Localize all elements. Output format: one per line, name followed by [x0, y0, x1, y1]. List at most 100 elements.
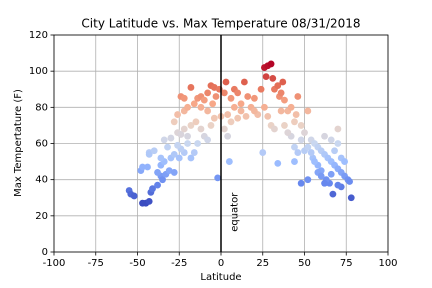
point	[170, 169, 178, 176]
point	[294, 93, 302, 100]
point	[291, 158, 298, 165]
point	[251, 107, 258, 115]
x-tick-label: -50	[129, 258, 145, 269]
point	[287, 103, 295, 111]
point	[224, 132, 232, 140]
point	[145, 197, 153, 205]
point	[139, 163, 146, 171]
point	[334, 125, 342, 133]
point	[187, 122, 195, 129]
y-tick-label: 100	[29, 66, 48, 77]
point	[292, 111, 300, 118]
point	[244, 93, 252, 100]
point	[194, 140, 202, 147]
plot-frame	[53, 34, 389, 253]
point	[237, 100, 245, 108]
point	[174, 141, 181, 149]
x-tick-label: 100	[378, 258, 397, 269]
chart-title: City Latitude vs. Max Temperature 08/31/…	[81, 17, 360, 31]
point	[321, 132, 328, 140]
point	[220, 125, 228, 133]
point	[317, 172, 325, 180]
point	[242, 112, 250, 120]
point	[164, 143, 171, 151]
x-tick-label: 75	[340, 258, 353, 269]
y-tick-label: 40	[35, 175, 48, 186]
point	[294, 149, 302, 156]
point	[307, 149, 315, 156]
point	[204, 136, 212, 144]
point	[145, 150, 153, 158]
point	[234, 114, 242, 122]
point	[259, 149, 267, 156]
x-tick-label: -100	[43, 258, 66, 269]
point	[197, 103, 205, 111]
point	[220, 89, 228, 97]
point	[225, 158, 233, 165]
point	[279, 78, 287, 86]
point	[327, 170, 335, 178]
x-tick-label: -75	[88, 258, 104, 269]
point	[251, 94, 258, 102]
point	[234, 89, 242, 97]
point	[224, 111, 232, 118]
point	[230, 103, 238, 111]
point	[267, 60, 275, 68]
point	[274, 82, 282, 90]
x-tick-label: 50	[298, 258, 311, 269]
point	[222, 78, 230, 86]
x-tick-label: 25	[256, 258, 269, 269]
point	[297, 136, 305, 144]
point	[204, 107, 212, 115]
point	[321, 179, 328, 187]
point	[184, 140, 192, 147]
point	[190, 149, 198, 156]
point	[197, 125, 205, 133]
point	[304, 107, 312, 115]
point	[261, 103, 268, 111]
point	[227, 94, 235, 102]
point	[281, 96, 288, 104]
point	[190, 100, 198, 108]
point	[159, 176, 166, 184]
point	[240, 78, 248, 86]
point	[154, 169, 161, 176]
point	[204, 89, 212, 97]
point	[341, 158, 348, 165]
point	[184, 103, 192, 111]
point	[210, 114, 218, 122]
point	[274, 159, 282, 167]
point	[301, 129, 308, 137]
point	[170, 150, 178, 158]
y-axis-label: Max Tempertature (F)	[13, 89, 24, 197]
points	[125, 60, 355, 207]
point	[167, 134, 175, 142]
y-tick-label: 80	[35, 102, 48, 113]
point	[291, 143, 298, 151]
point	[130, 192, 138, 200]
point	[269, 75, 277, 82]
point	[209, 100, 217, 108]
x-tick-label: 0	[218, 258, 224, 269]
point	[180, 125, 188, 133]
point	[331, 147, 338, 155]
overlay: equator	[53, 34, 389, 253]
point	[334, 140, 342, 147]
point	[304, 143, 312, 151]
y-tick-label: 20	[35, 211, 48, 222]
point	[150, 147, 158, 155]
point	[184, 132, 192, 140]
point	[157, 154, 165, 162]
point	[149, 185, 156, 193]
point	[281, 122, 288, 129]
point	[177, 131, 185, 138]
point	[284, 129, 292, 137]
point	[271, 125, 278, 133]
y-tick-label: 120	[29, 30, 48, 41]
y-tick-label: 60	[35, 139, 48, 150]
point	[277, 89, 285, 97]
point	[212, 93, 220, 100]
point	[327, 136, 335, 144]
point	[200, 96, 208, 104]
point	[160, 136, 168, 144]
